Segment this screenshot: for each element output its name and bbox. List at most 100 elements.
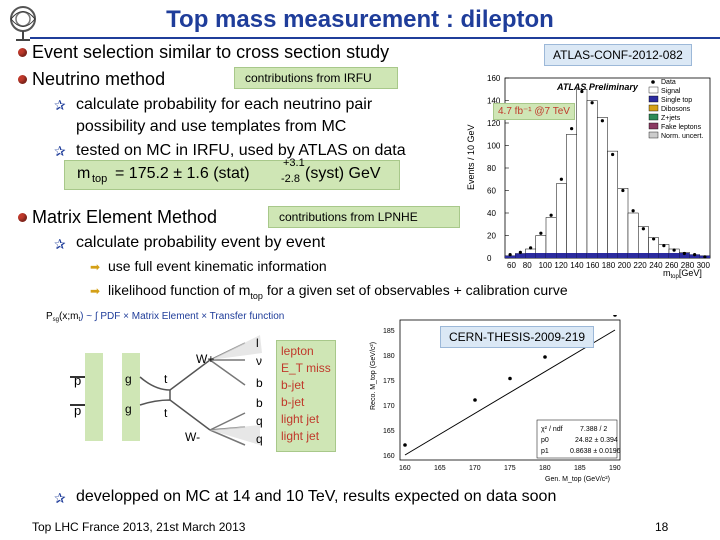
- hist-data-point: [539, 231, 543, 235]
- event-selection-text: Event selection similar to cross section…: [32, 42, 390, 62]
- mem-sub2b: for a given set of observables + calibra…: [266, 282, 568, 298]
- result-minus: -2.8: [281, 173, 300, 185]
- mem-sub2-line: likelihood function of mtop for a given …: [108, 282, 568, 301]
- legend-label: Fake leptons: [661, 124, 702, 131]
- calib-ytick-label: 180: [383, 353, 395, 360]
- star-bullet-icon: ✰: [54, 97, 66, 113]
- object-lightjet1: light jet: [281, 412, 320, 426]
- hist-bar-signal: [586, 100, 598, 259]
- final-text: developped on MC at 14 and 10 TeV, resul…: [76, 488, 557, 505]
- hist-bar-signal: [576, 89, 588, 259]
- hist-xtick-label: 100: [539, 261, 553, 270]
- object-etmiss: E_T miss: [281, 361, 331, 375]
- hist-ytick-label: 40: [487, 209, 496, 218]
- hist-bar-singletop: [505, 255, 516, 258]
- hist-bar-singletop: [638, 253, 649, 258]
- hist-ytick-label: 0: [487, 254, 492, 263]
- calib-xtick-label: 160: [399, 465, 411, 472]
- conference-logo: [6, 2, 40, 42]
- legend-label: Single top: [661, 97, 692, 104]
- hist-bar-singletop: [689, 254, 700, 258]
- hist-bar-signal: [627, 212, 639, 259]
- page-title: Top mass measurement : dilepton: [166, 6, 554, 33]
- calib-ylabel: Reco. M_top (GeV/c²): [370, 342, 377, 410]
- legend-label: Data: [661, 79, 676, 86]
- hist-ytick-label: 160: [487, 74, 501, 83]
- calib-ytick-label: 170: [383, 403, 395, 410]
- hist-bar-signal: [545, 217, 557, 259]
- result-sub: top: [92, 173, 108, 185]
- hist-ytick-label: 100: [487, 142, 501, 151]
- object-bjet2: b-jet: [281, 395, 305, 409]
- hist-bar-signal: [617, 188, 629, 259]
- fit-p1-val: 0.8638 ± 0.0196: [570, 448, 621, 455]
- hist-bar-signal: [597, 117, 608, 259]
- hist-data-point: [682, 251, 686, 256]
- fit-chi2-val: 7.388 / 2: [580, 426, 607, 433]
- lumi-badge: 4.7 fb⁻¹ @7 TeV: [493, 103, 575, 120]
- object-bjet1: b-jet: [281, 378, 305, 392]
- calibration-plot: 185 180 175 170 165 160 160 165 170 175 180 185 190…: [365, 313, 625, 485]
- hist-xlabel: mtop[GeV]: [663, 268, 702, 280]
- nm-item1b-text: possibility and use templates from MC: [76, 118, 347, 135]
- calib-xtick-label: 185: [574, 465, 586, 472]
- pdf-formula: Psg(x;mt) ~ ∫ PDF × Matrix Element × Tra…: [46, 311, 284, 323]
- hist-bar-singletop: [617, 253, 628, 258]
- hist-xtick-label: 120: [554, 261, 568, 270]
- legend-label: Dibosons: [661, 106, 691, 113]
- calib-point: [508, 376, 512, 381]
- hist-ylabel: Events / 10 GeV: [466, 124, 476, 190]
- hist-xtick-label: 300: [697, 261, 711, 270]
- hist-data-point: [693, 253, 697, 257]
- calib-ytick-label: 175: [383, 378, 395, 385]
- mem-sub2-sub: top: [250, 290, 263, 301]
- calib-point: [613, 313, 617, 317]
- legend-label: Signal: [661, 88, 681, 95]
- result-m: m: [77, 165, 91, 182]
- hist-data-point: [631, 209, 635, 213]
- nu-symbol: ν: [256, 354, 262, 368]
- q-symbol: q: [256, 414, 263, 428]
- legend-label: Norm. uncert.: [661, 133, 703, 140]
- objects-list: lepton E_T miss b-jet b-jet light jet li…: [277, 341, 335, 447]
- neutrino-method-title: Neutrino method: [32, 69, 166, 89]
- hist-data-point: [508, 253, 512, 257]
- fit-p1-label: p1: [541, 448, 549, 455]
- hist-bar-singletop: [535, 253, 546, 258]
- hist-bar-singletop: [546, 253, 557, 258]
- top-label: t: [164, 372, 168, 386]
- page-number: 18: [655, 520, 669, 534]
- wplus-label: W+: [196, 352, 214, 366]
- legend-marker: [648, 86, 659, 94]
- legend-marker: [648, 95, 659, 103]
- hist-data-point: [621, 188, 625, 193]
- conf-ref-badge: ATLAS-CONF-2012-082: [544, 44, 692, 66]
- hist-ytick-label: 120: [487, 119, 501, 128]
- calib-xtick-label: 170: [469, 465, 481, 472]
- proton-label: p: [74, 373, 81, 388]
- object-lepton: lepton: [281, 344, 314, 358]
- calib-xtick-label: 190: [609, 465, 621, 472]
- hist-data-point: [580, 89, 584, 94]
- gluon2-label: g: [125, 402, 132, 416]
- hist-xtick-label: 180: [602, 261, 616, 270]
- hist-bar-singletop: [576, 253, 587, 258]
- result-plus: +3.1: [283, 157, 305, 169]
- hist-bar-singletop: [566, 253, 577, 258]
- legend-marker: [648, 131, 659, 139]
- hist-ytick-label: 60: [487, 187, 496, 196]
- arrow-bullet-icon: ➡: [90, 284, 101, 298]
- arrow-bullet-icon: ➡: [90, 260, 101, 274]
- objects-box: lepton E_T miss b-jet b-jet light jet li…: [276, 340, 336, 452]
- hist-bar-singletop: [587, 253, 598, 258]
- calib-point: [403, 443, 407, 447]
- result-syst: (syst) GeV: [305, 165, 381, 182]
- bbar-symbol: b: [256, 396, 263, 410]
- star-bullet-icon: ✰: [54, 143, 66, 159]
- calib-point: [543, 355, 547, 359]
- hist-data-point: [652, 237, 656, 241]
- mass-histogram: 160 140 120 100 80 60 40 20 0 60 80 100 120 140 160 18…: [465, 70, 715, 285]
- hist-xtick-label: 200: [618, 261, 632, 270]
- antitop-label: t: [164, 406, 168, 420]
- hist-data-point: [672, 248, 676, 252]
